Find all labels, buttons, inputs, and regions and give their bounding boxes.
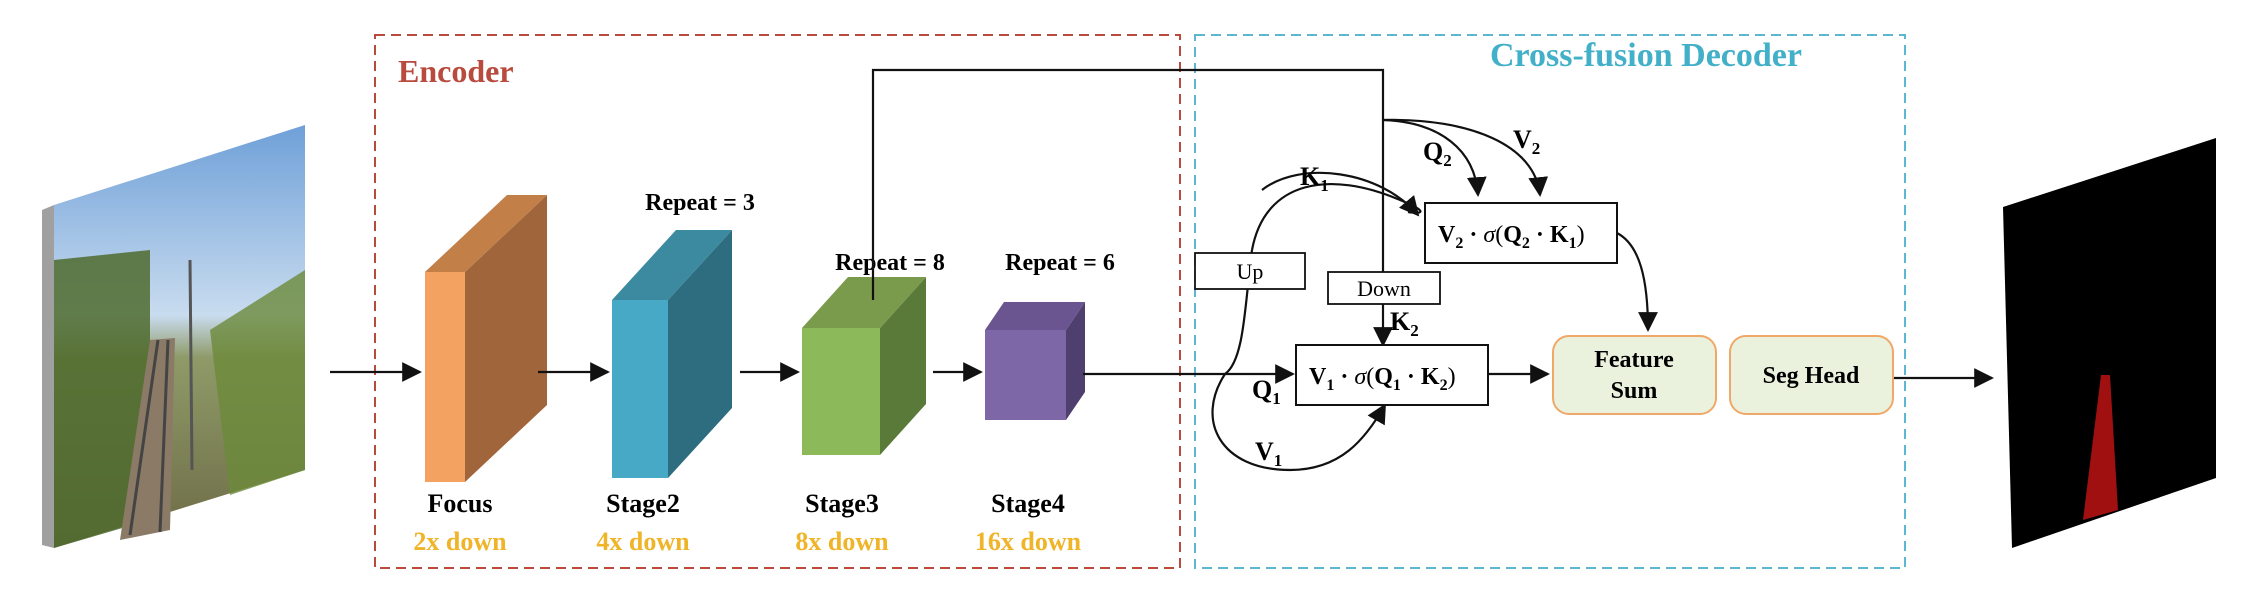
attn-top-v: V — [1438, 222, 1456, 248]
stage3-repeat-label: Repeat = 8 — [835, 250, 945, 276]
input-image — [42, 125, 305, 548]
stage-focus-downsample: 2x down — [413, 527, 507, 556]
down-op: Down — [1327, 271, 1441, 305]
stage3-name: Stage3 — [805, 489, 879, 518]
attn-top-q: Q — [1503, 222, 1522, 248]
stage4-name: Stage4 — [991, 489, 1065, 518]
edge-label-v1: V1 — [1255, 437, 1282, 470]
encoder-border — [374, 34, 1181, 569]
decoder-output-arrows — [1488, 232, 1994, 388]
attn-top-v-sub: 2 — [1455, 235, 1463, 252]
stage2-block — [612, 230, 732, 478]
stage2-name: Stage2 — [606, 489, 680, 518]
attn-top-sigma: σ — [1483, 222, 1496, 248]
edge-label-v2: V2 — [1513, 125, 1540, 158]
down-label: Down — [1357, 276, 1411, 301]
decoder-border — [1194, 34, 1906, 569]
attn-top-k: K — [1550, 222, 1569, 248]
up-label: Up — [1237, 259, 1264, 284]
stage-focus-name: Focus — [428, 489, 493, 518]
attn-bottom-v-sub: 1 — [1326, 377, 1334, 394]
attn-top-k-sub: 1 — [1569, 235, 1577, 252]
up-op: Up — [1194, 252, 1306, 290]
attn-bottom-v: V — [1309, 364, 1327, 390]
seg-head-label: Seg Head — [1763, 363, 1860, 389]
output-segmentation-mask — [2003, 138, 2216, 548]
seg-head-module: Seg Head — [1729, 335, 1894, 415]
stage2-downsample: 4x down — [596, 527, 690, 556]
edge-label-q1: Q1 — [1252, 375, 1281, 408]
feature-sum-line1: Feature — [1594, 347, 1674, 373]
stage4-repeat-label: Repeat = 6 — [1005, 250, 1115, 276]
attn-bottom-k: K — [1421, 364, 1440, 390]
svg-text:V2 · σ(Q2 · K1): V2 · σ(Q2 · K1) — [1438, 222, 1585, 252]
feature-sum-module: Feature Sum — [1552, 335, 1717, 415]
attn-bottom-sigma: σ — [1354, 364, 1367, 390]
edge-label-k1: K1 — [1300, 162, 1329, 195]
encoder-arrows — [330, 362, 1225, 382]
encoder-title: Encoder — [398, 53, 514, 89]
svg-text:V1 · σ(Q1 · K2): V1 · σ(Q1 · K2) — [1309, 364, 1456, 394]
attn-bottom-k-sub: 2 — [1440, 377, 1448, 394]
feature-sum-line2: Sum — [1611, 378, 1658, 404]
stage-focus-block — [425, 195, 547, 482]
stage4-downsample: 16x down — [975, 527, 1082, 556]
decoder-title: Cross-fusion Decoder — [1490, 37, 1802, 74]
edge-label-k2: K2 — [1390, 307, 1419, 340]
attention-top: V2 · σ(Q2 · K1) — [1424, 202, 1618, 264]
stage4-block — [985, 302, 1085, 420]
edge-label-q2: Q2 — [1423, 137, 1452, 170]
attn-bottom-q: Q — [1374, 364, 1393, 390]
attn-top-q-sub: 2 — [1522, 235, 1530, 252]
stage3-block — [802, 277, 926, 455]
stage3-downsample: 8x down — [795, 527, 889, 556]
stage2-repeat-label: Repeat = 3 — [645, 190, 755, 216]
attn-bottom-q-sub: 1 — [1393, 377, 1401, 394]
attention-bottom: V1 · σ(Q1 · K2) — [1295, 344, 1489, 406]
